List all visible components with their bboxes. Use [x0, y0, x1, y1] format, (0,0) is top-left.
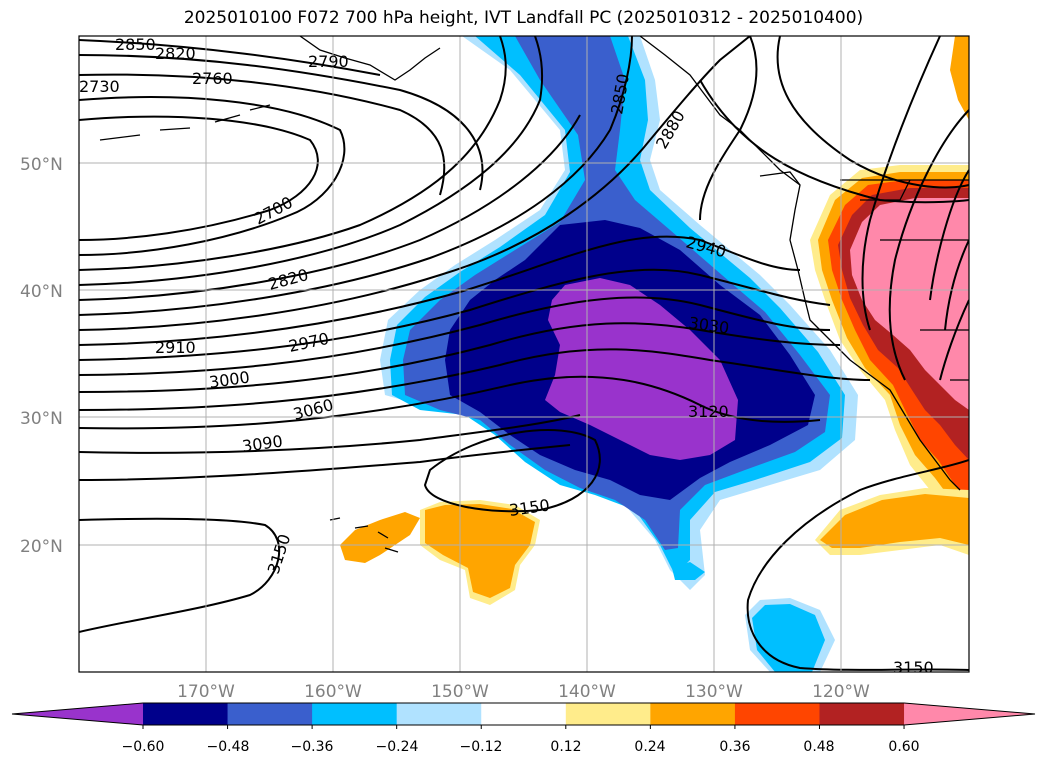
colorbar-tick-label: −0.24 — [376, 739, 419, 755]
gridlines — [79, 36, 969, 672]
colorbar-tick-label: −0.12 — [460, 739, 503, 755]
lat-label: 40°N — [20, 282, 63, 302]
lon-label: 140°W — [558, 682, 616, 702]
lon-label: 120°W — [812, 682, 870, 702]
lon-label: 150°W — [431, 682, 489, 702]
lat-label: 20°N — [20, 537, 63, 557]
colorbar — [11, 702, 1036, 729]
colorbar-tick-label: 0.36 — [719, 739, 750, 755]
contour-label: 2760 — [192, 69, 233, 88]
map-panel: 2850 2820 2760 2730 2790 2700 2820 2910 … — [79, 35, 969, 677]
colorbar-tick-label: −0.60 — [122, 739, 165, 755]
height-contours — [79, 36, 969, 671]
coastlines — [99, 36, 969, 553]
colorbar-extend-left — [12, 703, 143, 725]
colorbar-tick-label: −0.36 — [291, 739, 334, 755]
colorbar-segment — [565, 703, 651, 725]
lat-label: 30°N — [20, 409, 63, 429]
colorbar-segment — [819, 703, 905, 725]
colorbar-segment — [227, 703, 313, 725]
colorbar-tick-label: 0.12 — [550, 739, 581, 755]
contour-label: 2730 — [79, 77, 120, 96]
colorbar-tick-label: 0.24 — [634, 739, 665, 755]
colorbar-labels: −0.60 −0.48 −0.36 −0.24 −0.12 0.12 0.24 … — [122, 739, 920, 755]
colorbar-segment — [481, 703, 567, 725]
colorbar-tick-label: 0.48 — [803, 739, 834, 755]
contour-label: 2820 — [155, 44, 196, 63]
map-frame — [78, 35, 970, 673]
contour-label: 2790 — [308, 52, 349, 71]
colorbar-segment — [143, 703, 229, 725]
map-title: 2025010100 F072 700 hPa height, IVT Land… — [183, 8, 864, 28]
lon-label: 130°W — [685, 682, 743, 702]
longitude-labels: 170°W 160°W 150°W 140°W 130°W 120°W — [177, 682, 870, 702]
colorbar-segment — [312, 703, 398, 725]
colorbar-segment — [396, 703, 482, 725]
colorbar-segment — [734, 703, 820, 725]
contour-label: 3150 — [893, 658, 934, 677]
lat-label: 50°N — [20, 155, 63, 175]
colorbar-tick-label: −0.48 — [207, 739, 250, 755]
positive-anomaly-shading — [340, 36, 969, 605]
contour-label: 2850 — [115, 35, 156, 54]
colorbar-segment — [650, 703, 736, 725]
colorbar-tick-label: 0.60 — [888, 739, 919, 755]
contour-label: 3120 — [688, 402, 729, 421]
lon-label: 160°W — [304, 682, 362, 702]
lon-label: 170°W — [177, 682, 235, 702]
colorbar-extend-right — [904, 703, 1035, 725]
contour-label: 2910 — [155, 338, 196, 357]
latitude-labels: 50°N 40°N 30°N 20°N — [20, 155, 63, 557]
